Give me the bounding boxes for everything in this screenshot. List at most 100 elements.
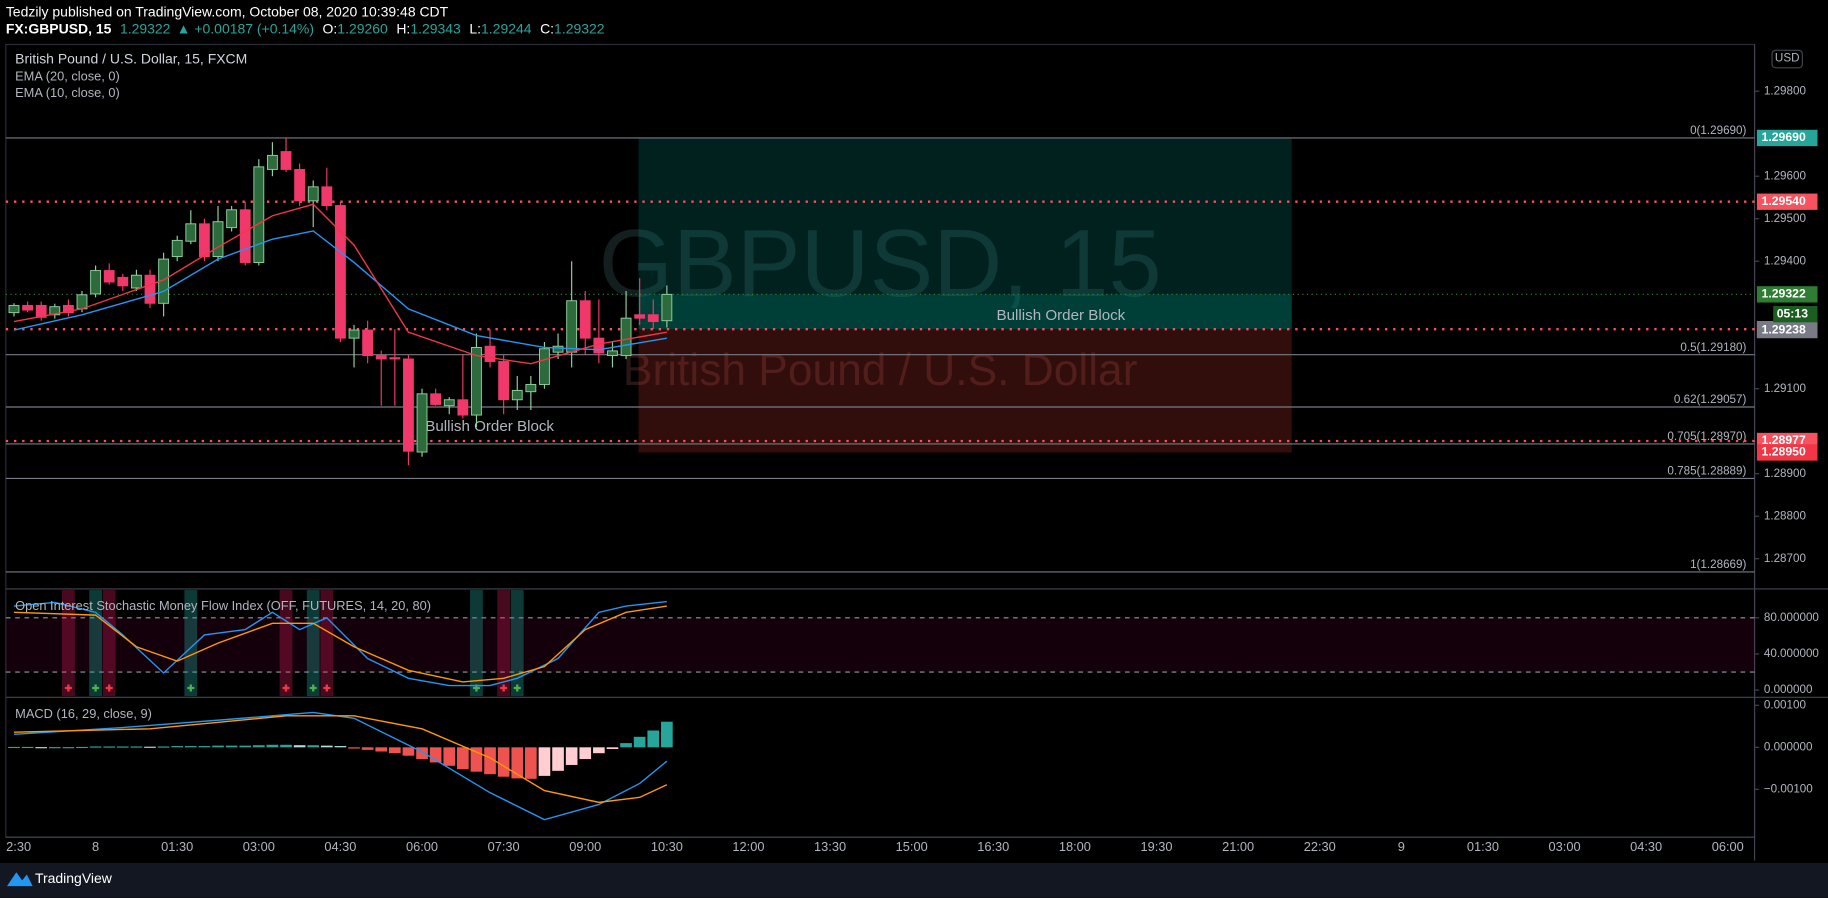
currency-box [1771, 49, 1803, 69]
macd-bar [579, 747, 592, 760]
price-label-box [1756, 286, 1818, 303]
watermark: GBPUSD, 15 [599, 210, 1162, 317]
y-tick-label: 1.29500 [1764, 212, 1807, 225]
candle-body [348, 329, 360, 339]
annotation: Bullish Order Block [997, 307, 1126, 324]
y-tick-label: 1.29400 [1764, 254, 1807, 267]
legend-entry: EMA (20, close, 0) [15, 68, 120, 83]
x-tick-label: 13:30 [814, 839, 846, 854]
y-tick-label: 0.000000 [1764, 683, 1813, 696]
stoch-title: Open Interest Stochastic Money Flow Inde… [15, 598, 431, 613]
macd-bar [62, 747, 75, 749]
buy_signals-marker [513, 684, 521, 692]
x-tick-label: 15:00 [896, 839, 928, 854]
fib-label: 0.5(1.29180) [1680, 341, 1746, 354]
brand-logo [6, 872, 33, 887]
candle-body [253, 166, 265, 263]
candle-body [22, 304, 34, 311]
macd-bar [620, 743, 632, 748]
candle-body [443, 399, 455, 407]
macd-bar [402, 747, 415, 756]
macd-bar [293, 745, 306, 748]
x-tick-label: 01:30 [1467, 839, 1499, 854]
stoch-line [13, 605, 667, 683]
x-tick-label: 12:00 [732, 839, 764, 854]
candle-body [103, 270, 115, 283]
ohlc-value: 1.29343 [410, 20, 461, 36]
candle-body [539, 348, 550, 385]
macd-bar [212, 745, 224, 748]
candle-body [307, 186, 319, 202]
x-tick-label: 03:00 [1549, 839, 1581, 854]
candle-body [389, 357, 401, 360]
x-tick-label: 2:30 [6, 839, 31, 854]
x-tick-label: 22:30 [1304, 839, 1336, 854]
candle-body [375, 355, 387, 360]
x-tick-label: 8 [92, 839, 99, 854]
x-tick-label: 21:00 [1222, 839, 1254, 854]
candle-body [416, 393, 428, 453]
x-tick-label: 03:00 [243, 839, 275, 854]
sell_signals-column [320, 590, 334, 697]
macd-bar [280, 744, 292, 748]
candle-body [117, 276, 129, 287]
macd-bar [457, 747, 469, 770]
stoch-line [13, 600, 667, 687]
buy_signals-column [89, 590, 103, 697]
sell_signals-marker [500, 684, 508, 692]
candle-body [484, 345, 496, 362]
x-tick-label: 06:00 [1712, 839, 1744, 854]
candle-body [661, 293, 673, 322]
y-tick-label: 80.000000 [1764, 611, 1820, 624]
price-label-box [1756, 193, 1818, 210]
macd-bar [470, 747, 483, 772]
stoch-band [5, 617, 1755, 673]
candle-body [471, 347, 482, 416]
candle-body [430, 393, 442, 405]
price-label: 1.29322 [1762, 287, 1806, 301]
ohlc-key: O: [323, 20, 338, 36]
buy_signals-column [470, 590, 483, 697]
ohlc-value: 1.29244 [481, 20, 532, 36]
macd-bar [538, 747, 551, 776]
macd-bar [21, 746, 34, 749]
candle-body [607, 350, 618, 357]
currency: USD [1775, 52, 1800, 65]
symbol-line: FX:GBPUSD, 15 1.29322 ▲ +0.00187 (+0.14%… [6, 20, 605, 36]
countdown: 05:13 [1777, 306, 1808, 320]
buy_signals-marker [187, 684, 195, 692]
macd-bar [443, 747, 456, 766]
macd-bar [8, 746, 20, 749]
y-tick-label: 1.29100 [1764, 382, 1807, 395]
ohlc-key: L: [469, 20, 481, 36]
x-tick-label: 10:30 [651, 839, 683, 854]
candle-body [90, 270, 102, 295]
x-tick-label: 04:30 [324, 839, 356, 854]
price-label: 1.29540 [1762, 194, 1806, 208]
x-tick-label: 09:00 [569, 839, 601, 854]
target-zone [638, 137, 1292, 330]
candle-body [647, 314, 659, 323]
ohlc-key: H: [396, 20, 410, 36]
buy_signals-column [510, 590, 524, 697]
y-tick-label: 1.28700 [1764, 552, 1807, 565]
sell_signals-marker [282, 684, 290, 692]
macd-bar [171, 746, 184, 748]
open-profit-zone [638, 294, 1292, 330]
candle-body [76, 294, 88, 310]
candle-body [525, 384, 537, 393]
y-tick-label: 1.29600 [1764, 169, 1807, 182]
candle-body [552, 345, 564, 353]
macd-bar [334, 746, 347, 748]
author-line: Tedzily published on TradingView.com, Oc… [6, 4, 449, 20]
candle-body [566, 300, 578, 353]
macd-bar [130, 746, 143, 748]
x-tick-label: 07:30 [488, 839, 520, 854]
macd-bar [239, 745, 252, 748]
macd-line [13, 711, 668, 821]
price-label: 1.29690 [1762, 130, 1806, 144]
y-tick-label: 0.00100 [1764, 698, 1807, 711]
candle-body [130, 274, 142, 289]
